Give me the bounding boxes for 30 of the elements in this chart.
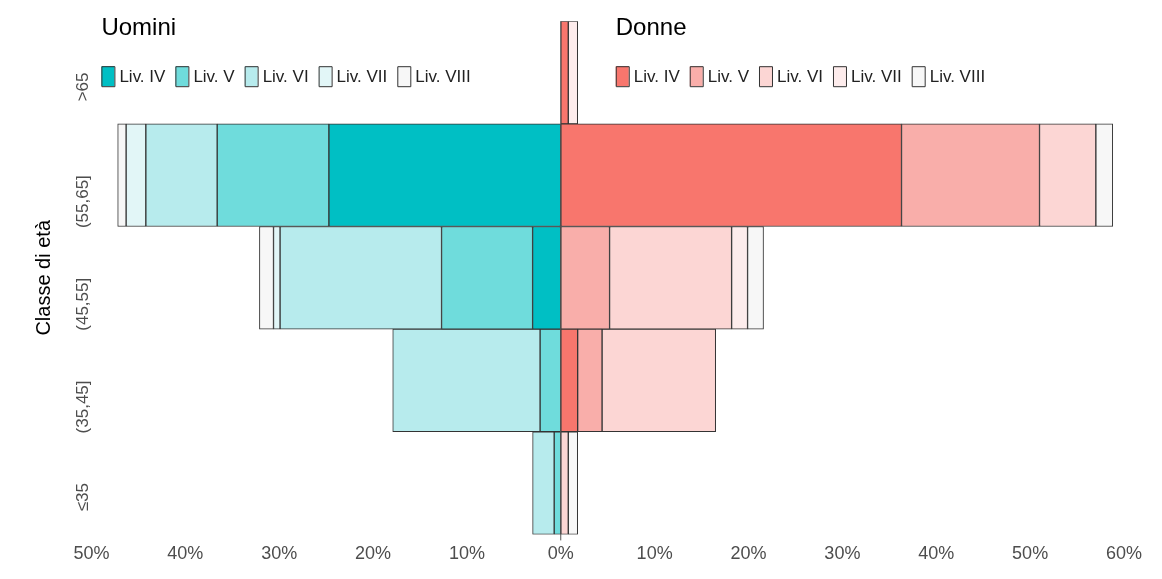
y-tick-label: (45,55]: [73, 277, 93, 331]
legend-label: Liv. IV: [119, 66, 167, 86]
x-tick-label: 20%: [355, 543, 392, 564]
y-tick-label: (55,65]: [73, 175, 93, 229]
legend-label: Liv. VII: [850, 66, 902, 86]
x-tick-label: 40%: [918, 543, 955, 564]
x-tick-label: 30%: [261, 543, 298, 564]
annotation: Uomini: [101, 13, 177, 42]
x-tick-label: 10%: [448, 543, 485, 564]
legend-label: Liv. V: [193, 66, 236, 86]
y-axis-title: Classe di età: [31, 219, 54, 336]
y-tick-label: (35,45]: [73, 380, 93, 434]
x-tick-label: 50%: [1012, 543, 1049, 564]
y-tick-label: ≤35: [73, 483, 93, 512]
legend-label: Liv. V: [707, 66, 750, 86]
x-tick-label: 40%: [167, 543, 204, 564]
x-tick-label: 60%: [1105, 543, 1143, 564]
legend-label: Liv. VIII: [415, 66, 471, 86]
x-tick-label: 0%: [547, 543, 574, 564]
legend-label: Liv. VII: [336, 66, 388, 86]
legend-label: Liv. IV: [633, 66, 681, 86]
legend-label: Liv. VI: [777, 66, 823, 86]
x-tick-label: 10%: [636, 543, 673, 564]
legend-label: Liv. VI: [262, 66, 309, 86]
x-tick-label: 20%: [730, 543, 767, 564]
y-tick-label: >65: [73, 72, 93, 102]
legend-label: Liv. VIII: [929, 66, 986, 86]
annotation: Donne: [615, 13, 687, 42]
x-tick-label: 30%: [824, 543, 861, 564]
x-tick-label: 50%: [73, 543, 110, 564]
